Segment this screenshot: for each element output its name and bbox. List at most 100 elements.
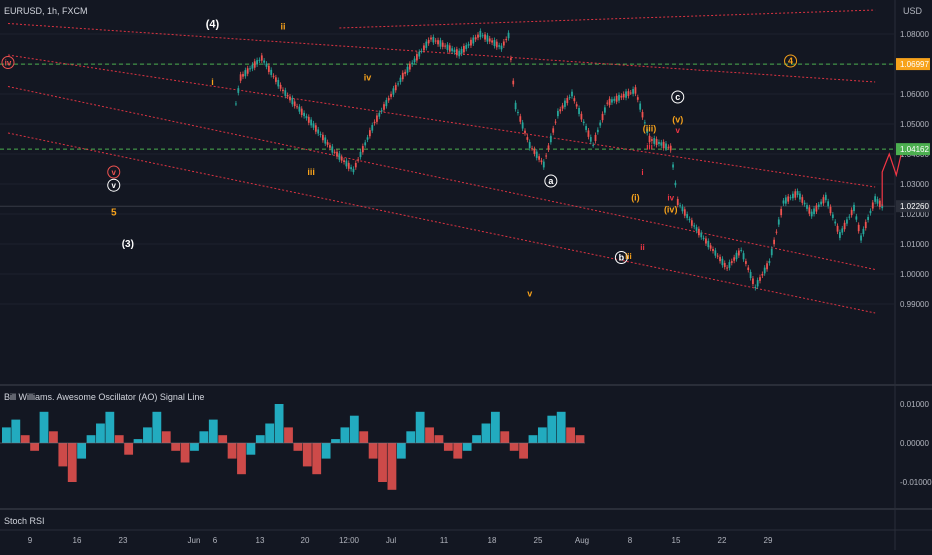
- candle-body: [749, 271, 752, 279]
- wave-label-circle: [107, 165, 121, 179]
- ao-bar: [86, 435, 96, 443]
- candle-body: [716, 255, 719, 257]
- candle-body: [291, 97, 294, 105]
- ao-bar: [39, 411, 49, 443]
- candle-body: [794, 191, 797, 198]
- candle-body: [780, 208, 783, 216]
- candle-body: [853, 204, 855, 212]
- candle-body: [455, 49, 458, 56]
- candle-body: [820, 201, 822, 205]
- wave-label: (iii): [643, 124, 657, 134]
- candle-body: [620, 95, 623, 98]
- candle-body: [658, 141, 660, 145]
- candle-body: [646, 128, 649, 133]
- candle-body: [580, 113, 583, 120]
- ao-bar: [199, 431, 209, 443]
- candle-body: [479, 30, 482, 38]
- candle-body: [284, 90, 287, 96]
- candle-body: [235, 103, 237, 105]
- candle-body: [587, 130, 590, 137]
- y-tick-label: 0.99000: [900, 300, 929, 309]
- ao-bar: [490, 411, 500, 443]
- wave-label-circle: [544, 174, 558, 188]
- candle-body: [582, 121, 585, 124]
- candle-body: [693, 225, 696, 227]
- y-tick-label: 1.00000: [900, 270, 929, 279]
- candle-body: [338, 153, 341, 160]
- candle-body: [611, 99, 613, 103]
- wave-label: ii: [640, 243, 644, 252]
- candle-body: [495, 41, 498, 48]
- candle-body: [730, 261, 733, 263]
- candle-body: [298, 106, 301, 112]
- y-tick-label: 1.08000: [900, 30, 929, 39]
- candle-body: [745, 261, 747, 264]
- candle-body: [810, 211, 813, 217]
- candle-body: [604, 107, 606, 113]
- price-series: [235, 28, 884, 291]
- wave-label: (i): [631, 193, 640, 203]
- x-tick-label: 12:00: [339, 536, 360, 545]
- ao-bar: [255, 435, 265, 443]
- candle-body: [272, 75, 275, 77]
- ao-bar: [462, 443, 472, 451]
- candle-body: [613, 98, 616, 101]
- candle-body: [864, 221, 867, 229]
- ao-bar: [321, 443, 331, 459]
- ao-bar: [425, 427, 434, 443]
- wave-label: ii: [280, 22, 285, 32]
- candle-body: [512, 80, 515, 85]
- y-tick-label: 1.02000: [900, 210, 929, 219]
- candle-body: [714, 250, 717, 256]
- candle-body: [592, 144, 595, 146]
- x-tick-label: 6: [213, 536, 218, 545]
- candle-body: [829, 206, 832, 214]
- candle-body: [688, 218, 691, 221]
- wave-label: c: [675, 92, 680, 102]
- candle-body: [601, 113, 604, 121]
- ao-bar: [114, 435, 124, 443]
- candle-body: [401, 72, 404, 80]
- candle-body: [256, 60, 258, 65]
- ao-bar: [246, 443, 256, 455]
- wave-label: iii: [307, 167, 315, 177]
- candle-body: [467, 44, 470, 46]
- candle-body: [775, 231, 778, 233]
- candle-body: [500, 45, 503, 50]
- candle-body: [484, 34, 486, 40]
- candle-body: [784, 197, 787, 204]
- candle-body: [418, 51, 421, 57]
- x-tick-label: 18: [488, 536, 497, 545]
- ao-bar: [161, 431, 171, 443]
- candle-body: [808, 207, 811, 214]
- candle-body: [300, 108, 303, 115]
- candle-body: [423, 45, 425, 51]
- candle-body: [263, 60, 266, 63]
- candle-body: [282, 89, 284, 92]
- ao-bar: [49, 431, 58, 443]
- ao-bar: [443, 443, 453, 451]
- x-tick-label: 13: [256, 536, 265, 545]
- candle-body: [571, 91, 573, 97]
- candle-body: [608, 98, 611, 106]
- ao-bar: [509, 443, 519, 451]
- candle-body: [326, 142, 329, 145]
- candle-body: [267, 65, 270, 72]
- candle-body: [350, 167, 352, 170]
- candle-body: [737, 250, 740, 256]
- candle-body: [517, 111, 519, 114]
- ao-bar: [528, 435, 538, 443]
- candle-body: [585, 126, 587, 130]
- ao-bar: [472, 435, 481, 443]
- wave-label: i: [211, 77, 214, 87]
- candle-body: [260, 55, 263, 61]
- candle-body: [836, 225, 839, 232]
- candle-body: [723, 262, 726, 268]
- ao-bar: [481, 423, 491, 443]
- candle-body: [488, 38, 491, 42]
- candle-body: [265, 63, 268, 67]
- candle-body: [831, 214, 834, 218]
- candle-body: [444, 45, 446, 47]
